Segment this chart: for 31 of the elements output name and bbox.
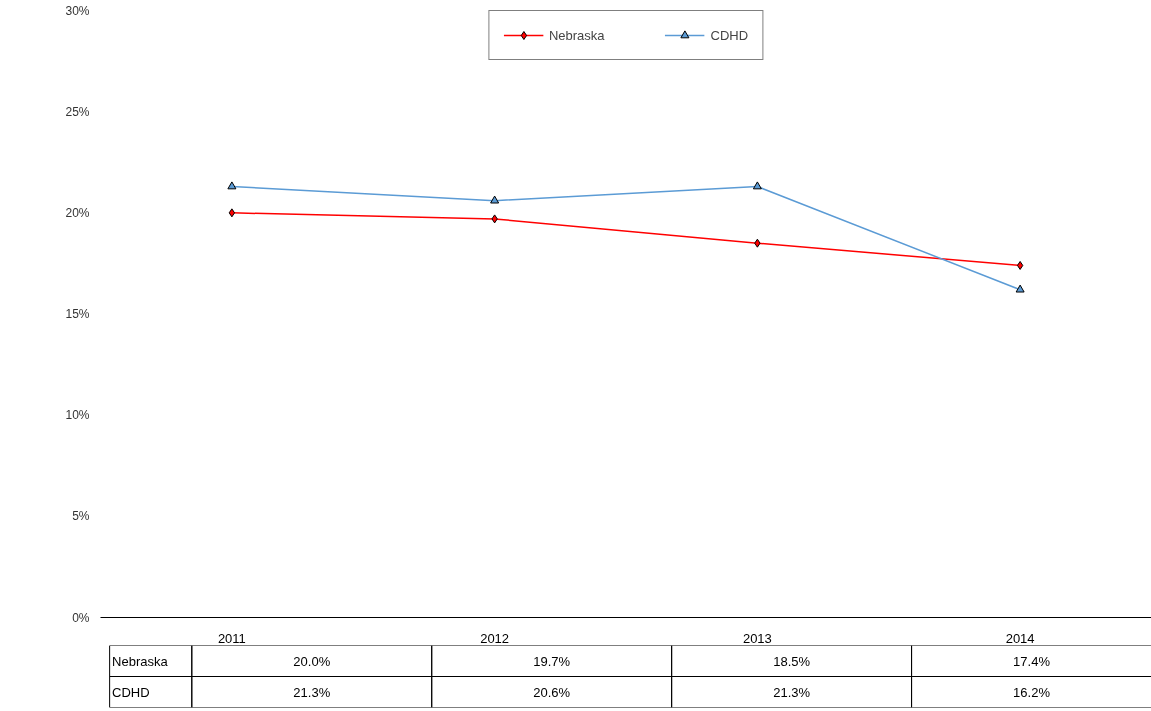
x-tick-label: 2014 [1005,630,1035,646]
data-label: 18.5% [773,653,811,669]
x-tick-label: 2012 [480,630,510,646]
y-tick-label: 0% [72,610,90,625]
y-tick-label: 5% [72,509,90,524]
point [490,195,500,204]
data-label: 20.0% [293,653,331,669]
point [228,208,236,218]
x-tick-label: 2013 [742,630,772,646]
x-tick-label: 2011 [217,630,246,646]
y-tick-label: 25% [65,104,90,119]
data-label: 21.3% [293,684,331,700]
data-label: 16.2% [1013,684,1051,700]
point [491,214,498,224]
point [752,181,762,190]
y-tick-label: 20% [65,205,90,220]
legend-label: CDHD [710,27,749,43]
point [227,181,237,190]
data-label: 17.4% [1013,653,1051,669]
y-tick-label: 15% [65,307,90,321]
data-label: 21.3% [773,684,811,700]
text: Nebraska [112,653,168,669]
data-label: 19.7% [533,653,571,669]
text: CDHD [112,684,150,700]
point [754,238,761,248]
point [1015,284,1025,293]
point [1016,260,1024,270]
legend-label: Nebraska [548,27,605,43]
y-tick-label: 10% [65,408,90,423]
y-tick-label: 30% [65,3,90,18]
data-label: 20.6% [533,684,571,700]
